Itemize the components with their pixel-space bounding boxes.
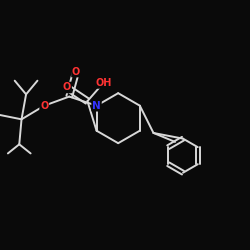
Text: O: O (40, 101, 48, 111)
Text: O: O (63, 82, 71, 92)
Text: O: O (72, 66, 80, 76)
Text: N: N (92, 101, 101, 111)
Text: OH: OH (95, 78, 112, 88)
